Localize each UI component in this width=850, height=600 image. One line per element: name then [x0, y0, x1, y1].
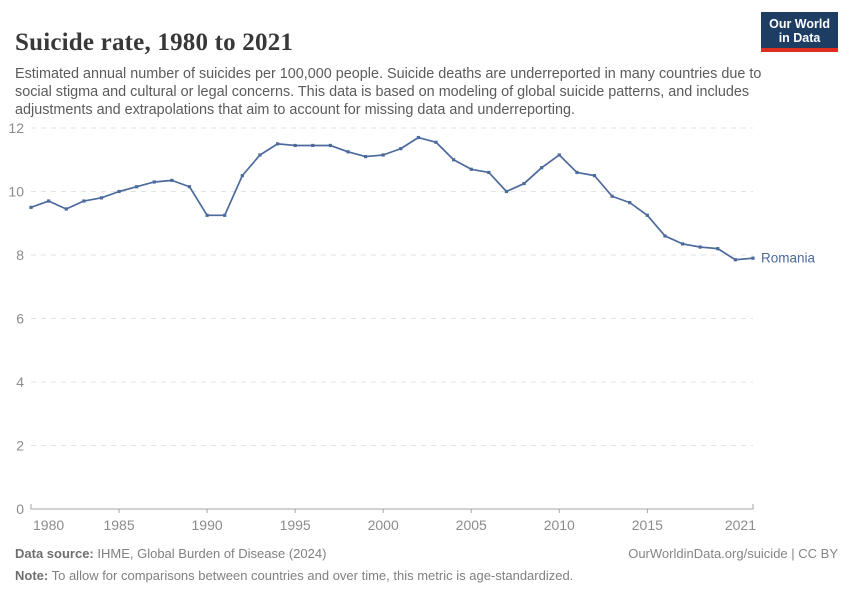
data-point-marker [663, 234, 667, 238]
data-point-marker [82, 199, 86, 203]
y-tick-label: 12 [8, 120, 24, 136]
x-tick-label: 1980 [33, 517, 64, 533]
data-source-line: Data source: IHME, Global Burden of Dise… [15, 543, 615, 565]
data-point-marker [170, 178, 174, 182]
note-label: Note: [15, 568, 49, 583]
x-tick-label: 1985 [103, 517, 134, 533]
data-point-marker [592, 174, 597, 178]
data-point-marker [522, 181, 526, 186]
data-point-marker [64, 207, 68, 211]
data-point-marker [680, 242, 685, 246]
data-point-marker [29, 205, 33, 209]
data-point-marker [434, 140, 438, 144]
x-axis-line [30, 504, 754, 510]
note-text: To allow for comparisons between countri… [51, 568, 574, 583]
series-label-romania[interactable]: Romania [761, 251, 816, 266]
y-tick-label: 10 [8, 184, 24, 200]
data-point-marker [575, 170, 579, 175]
y-tick-label: 0 [16, 501, 24, 517]
data-point-marker [751, 256, 755, 260]
footer: Data source: IHME, Global Burden of Dise… [15, 543, 615, 587]
data-point-marker [47, 199, 51, 203]
data-point-marker [275, 142, 280, 146]
data-point-marker [152, 180, 156, 184]
owid-logo-line2: in Data [778, 31, 821, 45]
line-chart[interactable]: 0 2 4 6 8 10 12 1980 1985 1990 1995 2000 2005 2010 201… [0, 110, 850, 545]
data-source-label: Data source: [15, 546, 94, 561]
y-tick-label: 6 [16, 311, 24, 327]
owid-logo[interactable]: Our World in Data [761, 12, 838, 52]
x-tick-label: 1990 [192, 517, 223, 533]
x-tick-label: 2015 [632, 517, 663, 533]
data-point-marker [117, 189, 121, 194]
data-point-marker [698, 245, 702, 249]
data-point-marker [293, 143, 297, 148]
x-tick-label: 2021 [725, 517, 756, 533]
x-tick-label: 2005 [456, 517, 487, 533]
data-point-marker [223, 213, 227, 217]
y-tick-label: 2 [16, 438, 24, 454]
data-point-marker [733, 258, 737, 262]
page-title: Suicide rate, 1980 to 2021 [15, 28, 294, 56]
owid-logo-line1: Our World [769, 17, 830, 31]
note-line: Note: To allow for comparisons between c… [15, 565, 615, 587]
data-point-marker [205, 213, 209, 217]
data-point-marker [504, 189, 509, 194]
data-point-marker [346, 150, 350, 154]
data-point-marker [540, 166, 544, 170]
data-source-text: IHME, Global Burden of Disease (2024) [97, 546, 327, 561]
data-point-marker [716, 247, 720, 251]
data-point-marker [610, 194, 614, 198]
data-point-marker [328, 143, 332, 148]
data-point-marker [557, 153, 561, 157]
data-point-marker [381, 153, 385, 157]
data-point-marker [187, 185, 192, 189]
data-point-marker [452, 158, 456, 162]
data-point-marker [363, 154, 368, 159]
data-point-marker [416, 135, 421, 140]
data-point-marker [135, 185, 139, 189]
attribution-link[interactable]: OurWorldinData.org/suicide | CC BY [628, 546, 838, 561]
data-point-marker [628, 201, 632, 205]
data-point-marker [311, 143, 315, 148]
y-tick-label: 8 [16, 247, 24, 263]
data-series-line[interactable] [30, 136, 754, 261]
x-tick-label: 2000 [368, 517, 399, 533]
data-point-marker [487, 170, 491, 175]
data-point-marker [258, 153, 262, 157]
data-point-marker [399, 147, 403, 151]
chart-subtitle: Estimated annual number of suicides per … [15, 66, 762, 118]
data-point-marker [240, 174, 244, 178]
x-tick-label: 1995 [280, 517, 311, 533]
data-point-marker [469, 167, 473, 171]
x-tick-label: 2010 [544, 517, 575, 533]
data-point-marker [99, 196, 104, 200]
y-tick-label: 4 [16, 374, 24, 390]
data-point-marker [645, 213, 649, 217]
